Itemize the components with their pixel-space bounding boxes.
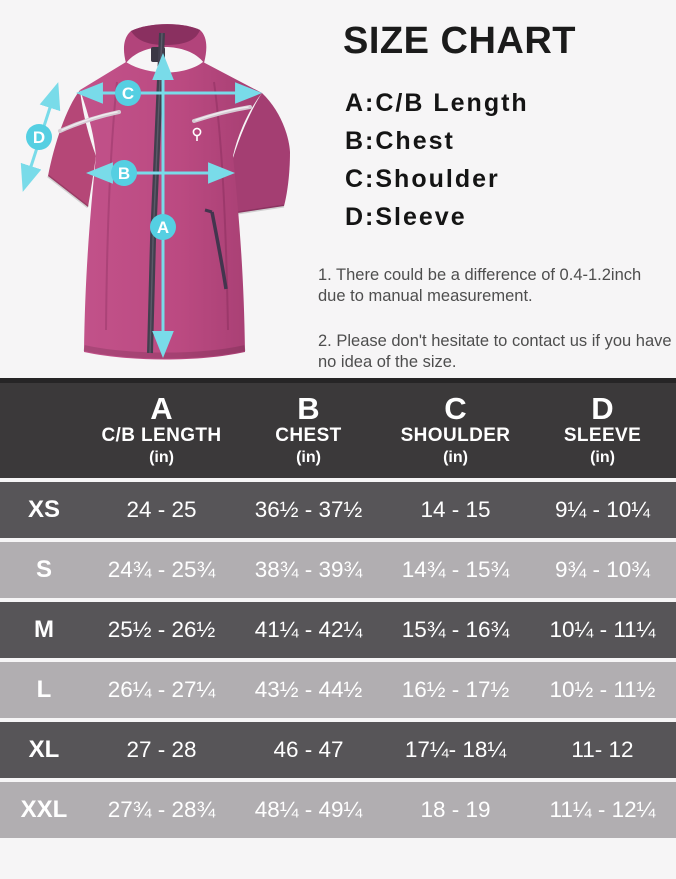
badge-b-label: B <box>118 164 130 183</box>
jacket-body <box>80 62 262 360</box>
badge-c-label: C <box>122 84 134 103</box>
cell-chest: 36½ - 37½ <box>254 497 363 522</box>
cell-shoulder: 14 - 15 <box>420 497 491 522</box>
page-title: SIZE CHART <box>343 20 576 62</box>
column-name: CHEST <box>275 425 342 447</box>
left-seam <box>105 81 118 331</box>
cell-chest: 38¾ - 39¾ <box>254 557 363 582</box>
column-name: SHOULDER <box>400 425 511 447</box>
size-label: XXL <box>20 796 68 823</box>
size-table: A C/B LENGTH (in) B CHEST (in) C SHOULDE… <box>0 378 676 838</box>
cell-chest: 43½ - 44½ <box>254 677 363 702</box>
size-label: M <box>34 616 54 643</box>
legend-item-a: A:C/B Length <box>345 89 529 117</box>
top-section: D C B A SIZE CHART A:C/B Length B:Chest … <box>0 0 676 378</box>
note-contact-us: 2. Please don't hesitate to contact us i… <box>318 331 672 371</box>
table-row-xxl: XXL 27¾ - 28¾ 48¼ - 49¼ 18 - 19 11¼ - 12… <box>0 782 676 838</box>
cell-sleeve: 9¼ - 10¼ <box>554 497 651 522</box>
cell-sleeve: 11¼ - 12¼ <box>549 797 656 822</box>
cell-shoulder: 16½ - 17½ <box>401 677 510 702</box>
cell-shoulder: 18 - 19 <box>420 797 491 822</box>
column-name: SLEEVE <box>563 425 642 447</box>
cell-cb-length: 24¾ - 25¾ <box>107 557 216 582</box>
column-letter: B <box>297 390 320 426</box>
table-row-l: L 26¼ - 27¼ 43½ - 44½ 16½ - 17½ 10½ - 11… <box>0 662 676 718</box>
column-unit: (in) <box>443 449 468 467</box>
badge-a-circle <box>150 214 176 240</box>
column-letter: D <box>591 390 614 426</box>
column-header-c: C SHOULDER (in) <box>382 390 529 468</box>
badge-a-label: A <box>157 218 169 237</box>
cell-cb-length: 25½ - 26½ <box>107 617 216 642</box>
table-row-m: M 25½ - 26½ 41¼ - 42¼ 15¾ - 16¾ 10¼ - 11… <box>0 602 676 658</box>
column-unit: (in) <box>296 449 321 467</box>
cell-shoulder: 15¾ - 16¾ <box>401 617 510 642</box>
badge-b-circle <box>111 160 137 186</box>
cell-cb-length: 27 - 28 <box>126 737 197 762</box>
cell-chest: 41¼ - 42¼ <box>254 617 363 642</box>
cell-cb-length: 27¾ - 28¾ <box>107 797 216 822</box>
cell-sleeve: 10½ - 11½ <box>549 677 656 702</box>
size-label: S <box>35 556 52 583</box>
pocket-zipper <box>210 211 228 290</box>
column-header-a: A C/B LENGTH (in) <box>88 390 235 468</box>
legend-item-b: B:Chest <box>345 127 455 155</box>
badge-d-label: D <box>33 128 45 147</box>
right-cuff-seam <box>230 204 285 216</box>
cell-chest: 48¼ - 49¼ <box>254 797 363 822</box>
cell-chest: 46 - 47 <box>273 737 344 762</box>
brand-logo-icon <box>192 127 202 141</box>
badge-c-circle <box>115 80 141 106</box>
cell-shoulder: 14¾ - 15¾ <box>401 557 510 582</box>
jacket-right-sleeve <box>231 93 290 214</box>
table-row-xs: XS 24 - 25 36½ - 37½ 14 - 15 9¼ - 10¼ <box>0 482 676 538</box>
column-header-b: B CHEST (in) <box>235 390 382 468</box>
cell-cb-length: 24 - 25 <box>126 497 197 522</box>
collar-inner <box>131 24 200 45</box>
jacket-measurement-diagram: D C B A <box>20 24 290 360</box>
left-reflective-highlight <box>61 111 118 131</box>
cell-sleeve: 11- 12 <box>571 737 634 762</box>
size-label: XL <box>28 736 60 763</box>
column-name: C/B LENGTH <box>101 425 222 447</box>
table-row-xl: XL 27 - 28 46 - 47 17¼- 18¼ 11- 12 <box>0 722 676 778</box>
legend-item-d: D:Sleeve <box>345 203 467 231</box>
cell-shoulder: 17¼- 18¼ <box>404 737 507 762</box>
badge-d-circle <box>26 124 52 150</box>
column-letter: C <box>444 390 467 426</box>
table-row-s: S 24¾ - 25¾ 38¾ - 39¾ 14¾ - 15¾ 9¾ - 10¾ <box>0 542 676 598</box>
size-label: XS <box>27 496 60 523</box>
table-header-row: A C/B LENGTH (in) B CHEST (in) C SHOULDE… <box>0 378 676 478</box>
cell-sleeve: 10¼ - 11¼ <box>549 617 656 642</box>
column-unit: (in) <box>590 449 615 467</box>
note-measurement-tolerance: 1. There could be a difference of 0.4-1.… <box>318 265 642 305</box>
size-label: L <box>36 676 52 703</box>
measurement-legend: A:C/B Length B:Chest C:Shoulder D:Sleeve <box>345 84 529 236</box>
right-seam <box>213 81 229 331</box>
column-header-d: D SLEEVE (in) <box>529 390 676 468</box>
right-reflective-highlight <box>195 106 249 121</box>
cell-sleeve: 9¾ - 10¾ <box>554 557 651 582</box>
pocket-zipper-pull <box>204 208 213 214</box>
column-letter: A <box>150 390 173 426</box>
cell-cb-length: 26¼ - 27¼ <box>107 677 216 702</box>
column-unit: (in) <box>149 449 174 467</box>
legend-item-c: C:Shoulder <box>345 165 500 193</box>
